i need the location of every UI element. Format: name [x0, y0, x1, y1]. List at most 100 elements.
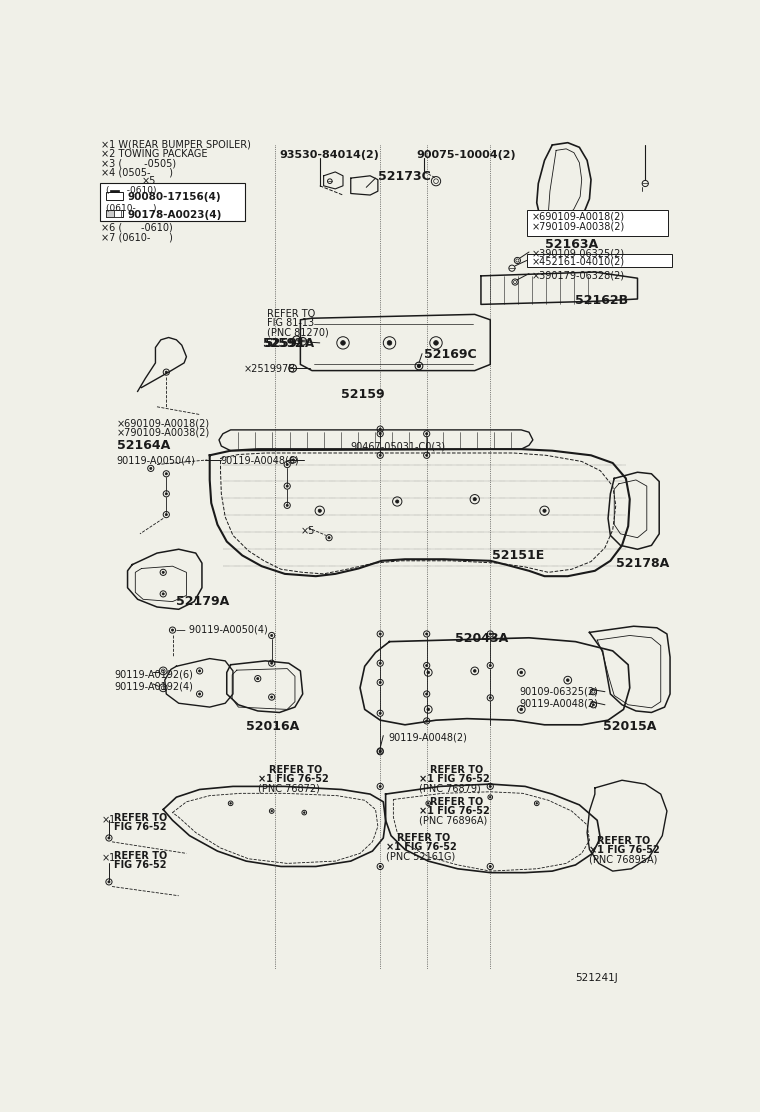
Circle shape: [108, 881, 110, 883]
Text: (PNC 81270): (PNC 81270): [267, 327, 329, 337]
Text: 52164A: 52164A: [117, 439, 170, 453]
Circle shape: [489, 796, 491, 798]
Text: ×690109-A0018(2): ×690109-A0018(2): [531, 212, 625, 222]
Text: 52591A: 52591A: [264, 337, 314, 349]
Text: 52163A: 52163A: [544, 238, 597, 251]
Text: (PNC 76896A): (PNC 76896A): [419, 816, 487, 825]
Text: ×1 FIG 76-52: ×1 FIG 76-52: [419, 806, 489, 816]
Text: 90119-A0048(2): 90119-A0048(2): [520, 698, 599, 708]
Circle shape: [162, 593, 164, 595]
Text: 90075-10004(2): 90075-10004(2): [416, 150, 516, 160]
Text: ×390179-06328(2): ×390179-06328(2): [531, 270, 625, 280]
Text: 52592: 52592: [262, 337, 303, 349]
Circle shape: [566, 678, 569, 682]
Circle shape: [303, 812, 305, 813]
Text: (0610-      ): (0610- ): [106, 203, 157, 212]
Circle shape: [379, 712, 382, 714]
Text: (PNC 52161G): (PNC 52161G): [385, 851, 455, 861]
Text: ×1 FIG 76-52: ×1 FIG 76-52: [258, 774, 328, 784]
Text: FIG 76-52: FIG 76-52: [114, 822, 167, 832]
Circle shape: [286, 485, 288, 487]
Circle shape: [150, 467, 152, 469]
Circle shape: [427, 803, 429, 804]
Text: ×790109-A0038(2): ×790109-A0038(2): [531, 221, 625, 231]
Text: 90467-05031-C0(3): 90467-05031-C0(3): [351, 441, 446, 451]
Text: ×452161-04010(2): ×452161-04010(2): [531, 257, 625, 267]
Circle shape: [489, 865, 491, 867]
Circle shape: [271, 811, 273, 812]
Circle shape: [257, 677, 259, 679]
Text: ×1: ×1: [101, 853, 116, 863]
Text: 90109-06325(2): 90109-06325(2): [520, 686, 599, 696]
Circle shape: [286, 504, 288, 506]
Circle shape: [165, 473, 167, 475]
FancyBboxPatch shape: [100, 182, 245, 221]
Circle shape: [340, 340, 345, 345]
Circle shape: [536, 803, 537, 804]
Text: 52015A: 52015A: [603, 721, 656, 733]
Text: 93530-84014(2): 93530-84014(2): [280, 150, 379, 160]
Circle shape: [271, 662, 273, 664]
Bar: [106, 192, 123, 200]
Circle shape: [271, 635, 273, 636]
Text: 90119-A0050(4): 90119-A0050(4): [117, 455, 195, 465]
Text: 52178A: 52178A: [616, 557, 669, 570]
Text: ×1 FIG 76-52: ×1 FIG 76-52: [385, 842, 456, 852]
Circle shape: [165, 493, 167, 495]
Text: 52151E: 52151E: [492, 549, 544, 563]
Circle shape: [417, 365, 420, 368]
Text: 52173C: 52173C: [378, 170, 431, 183]
Circle shape: [379, 428, 382, 430]
Circle shape: [426, 693, 428, 695]
Text: ×4 (0505-      ): ×4 (0505- ): [101, 167, 173, 177]
Circle shape: [379, 454, 382, 456]
Circle shape: [426, 665, 428, 666]
Text: REFER TO: REFER TO: [114, 851, 168, 861]
Text: REFER TO: REFER TO: [430, 765, 483, 775]
Text: (PNC 76895A): (PNC 76895A): [590, 854, 658, 864]
Circle shape: [396, 500, 399, 503]
Circle shape: [328, 537, 330, 539]
Circle shape: [230, 803, 232, 804]
Text: ×7 (0610-      ): ×7 (0610- ): [101, 232, 173, 242]
Circle shape: [108, 837, 110, 840]
Text: 52043A: 52043A: [455, 633, 508, 645]
Text: ×5: ×5: [300, 526, 315, 536]
Bar: [109, 190, 119, 192]
Text: FIG 81-13: FIG 81-13: [267, 318, 314, 328]
Text: 90080-17156(4): 90080-17156(4): [128, 192, 221, 202]
Circle shape: [520, 672, 523, 674]
Circle shape: [489, 697, 491, 699]
Circle shape: [426, 633, 428, 635]
FancyBboxPatch shape: [527, 255, 672, 267]
Text: ×5: ×5: [141, 176, 156, 186]
Text: 90119-A0048(2): 90119-A0048(2): [388, 733, 467, 743]
Text: ×3 (       -0505): ×3 ( -0505): [101, 158, 176, 168]
Text: 52016A: 52016A: [246, 721, 299, 733]
Text: (PNC 76872): (PNC 76872): [258, 783, 320, 793]
Text: REFER TO: REFER TO: [267, 309, 315, 319]
Text: 52159: 52159: [341, 388, 385, 400]
Circle shape: [379, 785, 382, 787]
Circle shape: [165, 371, 167, 374]
Text: 52169C: 52169C: [424, 347, 477, 360]
Text: ×2 TOWING PACKAGE: ×2 TOWING PACKAGE: [101, 149, 207, 159]
Text: REFER TO: REFER TO: [397, 833, 451, 843]
Text: REFER TO: REFER TO: [114, 813, 168, 823]
Text: ×790109-A0038(2): ×790109-A0038(2): [117, 428, 210, 438]
Circle shape: [427, 708, 429, 711]
Text: (PNC 76879): (PNC 76879): [419, 783, 480, 793]
Text: 521241J: 521241J: [575, 973, 618, 983]
Circle shape: [318, 509, 321, 513]
Circle shape: [379, 682, 382, 684]
Text: 90119-A0048(6): 90119-A0048(6): [220, 455, 299, 465]
Bar: [113, 210, 122, 217]
Circle shape: [426, 454, 428, 456]
Text: REFER TO: REFER TO: [597, 836, 651, 846]
Circle shape: [434, 340, 439, 345]
Text: 90119-A0192(4): 90119-A0192(4): [114, 682, 193, 692]
Text: 52162B: 52162B: [575, 294, 629, 307]
Circle shape: [379, 865, 382, 867]
Circle shape: [162, 572, 164, 574]
Circle shape: [286, 464, 288, 466]
